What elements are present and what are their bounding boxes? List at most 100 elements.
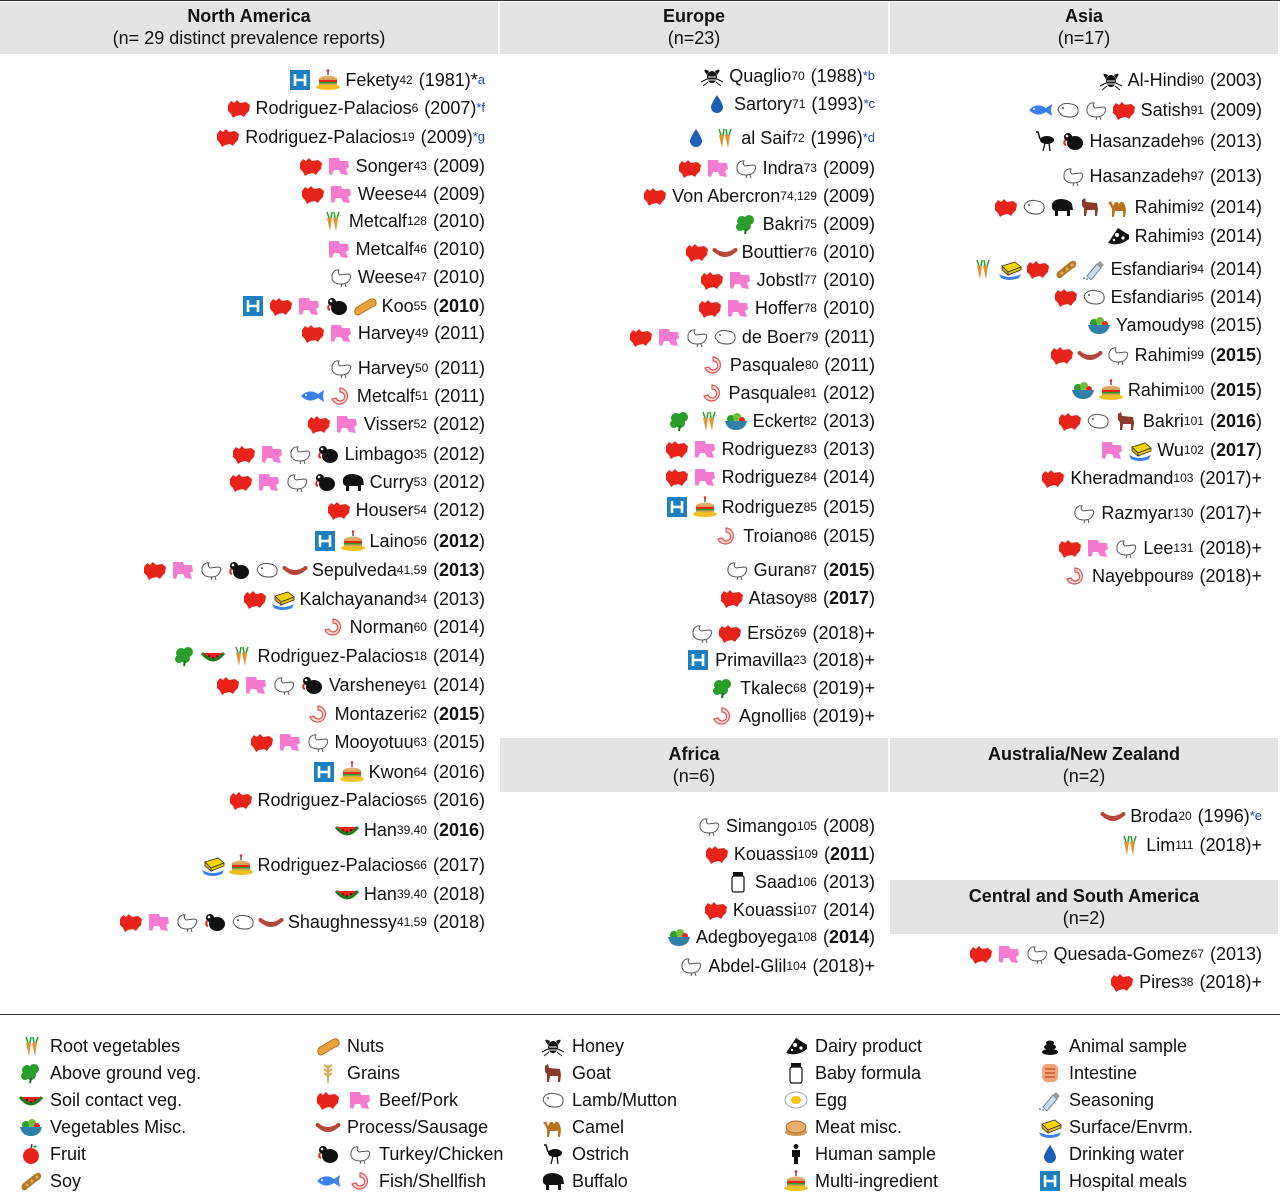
author-name: Limbago — [344, 443, 414, 464]
publication-year: (2009) — [432, 183, 485, 204]
egg-icon — [783, 1089, 809, 1111]
beef-icon — [268, 295, 294, 317]
food-source-icons — [305, 703, 331, 725]
publication-year: (2012) — [432, 443, 485, 464]
publication-year: (2016) — [1209, 410, 1262, 431]
food-source-icons — [709, 705, 735, 727]
seasoning-icon — [1081, 258, 1107, 280]
food-source-icons — [334, 883, 360, 905]
publication-year: (2013) — [822, 438, 875, 459]
publication-year: (2013) — [432, 559, 485, 580]
reference-entry: Metcalf 128 (2010) — [319, 209, 485, 233]
legend-item: Turkey/Chicken — [315, 1141, 503, 1167]
food-source-icons — [968, 943, 1050, 965]
publication-year: (2011) — [824, 326, 875, 347]
multi-icon — [340, 530, 366, 552]
author-name: Mooyotuu — [334, 731, 414, 752]
turkey-icon — [202, 911, 228, 933]
author-name: Razmyar — [1101, 502, 1174, 523]
author-name: Satish — [1140, 99, 1191, 120]
food-source-icons — [685, 649, 711, 671]
food-source-icons — [172, 645, 254, 667]
publication-year: (2013) — [432, 588, 485, 609]
reference-entry: Rodriguez-Palacios 18 (2014) — [172, 644, 485, 668]
beef-icon — [628, 326, 654, 348]
legend-label: Egg — [815, 1089, 848, 1110]
food-source-icons — [725, 871, 751, 893]
publication-year: (2010) — [822, 269, 875, 290]
author-name: al Saif — [741, 127, 792, 148]
legend-item: Fruit — [18, 1141, 86, 1167]
salad-icon — [723, 410, 749, 432]
publication-year: (2014) — [822, 899, 875, 920]
legend-label: Hospital meals — [1069, 1170, 1188, 1191]
author-name: Bakri — [762, 213, 804, 234]
author-name: Hasanzadeh — [1089, 165, 1191, 186]
food-source-icons — [231, 443, 341, 465]
publication-year: (2015) — [1209, 344, 1262, 365]
food-source-icons — [215, 126, 241, 148]
author-name: Tkalec — [740, 677, 794, 698]
publication-year: (2015) — [432, 703, 485, 724]
author-name: Rodriguez-Palacios — [245, 126, 402, 147]
pork-icon — [328, 322, 354, 344]
pork-icon — [692, 438, 718, 460]
beef-icon — [1057, 537, 1083, 559]
author-name: Houser — [355, 499, 414, 520]
publication-year: (1996) — [1197, 805, 1250, 826]
beef-icon — [664, 466, 690, 488]
food-source-icons — [1040, 467, 1066, 489]
turkey-icon — [315, 1143, 341, 1165]
reference-entry: Shaughnessy 41,59 (2018) — [118, 910, 485, 934]
legend-item: Root vegetables — [18, 1033, 180, 1059]
publication-year: (2014) — [1209, 225, 1262, 246]
reference-entry: Rahimi 100 (2015) — [1070, 378, 1262, 402]
chicken-icon — [733, 157, 759, 179]
formula-icon — [783, 1062, 809, 1084]
goat-icon — [540, 1062, 566, 1084]
author-name: Wu — [1157, 439, 1184, 460]
publication-year: (2015) — [822, 496, 875, 517]
shrimp-icon — [699, 382, 725, 404]
chicken-icon — [305, 731, 331, 753]
recent-marker: + — [864, 622, 875, 643]
publication-year: (2014) — [1209, 196, 1262, 217]
pork-icon — [347, 1089, 373, 1111]
chicken-icon — [198, 559, 224, 581]
turkey-icon — [299, 674, 325, 696]
pork-icon — [170, 559, 196, 581]
food-source-icons — [300, 183, 354, 205]
legend-label: Process/Sausage — [347, 1116, 489, 1137]
beef-icon — [664, 438, 690, 460]
publication-year: (2009) — [420, 126, 473, 147]
food-source-icons — [249, 731, 331, 753]
reference-entry: Kouassi 107 (2014) — [703, 898, 875, 922]
legend-label: Fruit — [50, 1143, 86, 1164]
publication-year: (2016) — [432, 819, 485, 840]
publication-year: (2012) — [432, 413, 485, 434]
animal-icon — [1037, 1035, 1063, 1057]
food-source-icons — [697, 297, 751, 319]
publication-year: (2019) — [812, 705, 865, 726]
reference-entry: Esfandiari 95 (2014) — [1053, 285, 1262, 309]
legend-label: Vegetables Misc. — [50, 1116, 187, 1137]
carrot-icon — [18, 1035, 44, 1057]
publication-year: (2011) — [824, 354, 875, 375]
watermelon-icon — [334, 883, 360, 905]
publication-year: (2017) — [822, 587, 875, 608]
food-source-icons — [1100, 805, 1126, 827]
multi-icon — [339, 761, 365, 783]
author-name: Montazeri — [334, 703, 414, 724]
lamb-icon — [1081, 286, 1107, 308]
author-name: Kouassi — [733, 843, 798, 864]
region-subtitle: (n=17) — [1057, 28, 1111, 48]
food-source-icons — [699, 269, 753, 291]
legend-item: Seasoning — [1037, 1087, 1154, 1113]
food-source-icons — [667, 410, 749, 432]
goat-icon — [1113, 410, 1139, 432]
legend-rule — [0, 1014, 1280, 1015]
soy-icon — [18, 1170, 44, 1192]
publication-year: (2014) — [432, 645, 485, 666]
carrot-icon — [711, 127, 737, 149]
pork-icon — [326, 238, 352, 260]
